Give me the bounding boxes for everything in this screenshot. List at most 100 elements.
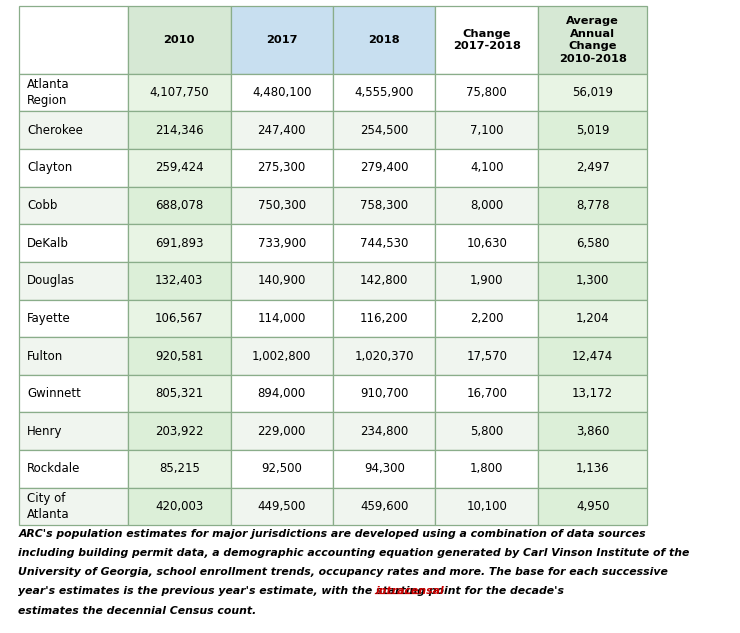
Text: 2,200: 2,200 [470,312,503,325]
Bar [230,299,333,337]
Bar [128,111,231,149]
Bar [128,262,231,299]
Text: 733,900: 733,900 [258,237,306,249]
Text: 8,778: 8,778 [576,199,610,212]
Bar [230,262,333,299]
Bar [333,299,435,337]
Text: 758,300: 758,300 [360,199,408,212]
Bar [230,224,333,262]
Bar [435,149,538,187]
Bar [230,413,333,450]
Bar [230,111,333,149]
Text: 1,136: 1,136 [576,463,610,475]
Text: 116,200: 116,200 [360,312,408,325]
Text: 94,300: 94,300 [364,463,405,475]
Text: 894,000: 894,000 [258,387,306,400]
Text: Cherokee: Cherokee [27,124,83,137]
Text: 12,474: 12,474 [572,349,613,363]
Text: Cobb: Cobb [27,199,58,212]
Text: 449,500: 449,500 [258,500,306,513]
Bar [128,149,231,187]
Text: 1,900: 1,900 [470,274,503,287]
Text: 85,215: 85,215 [159,463,200,475]
Text: 2,497: 2,497 [576,161,610,174]
Text: Change
2017-2018: Change 2017-2018 [453,29,521,51]
Bar [538,74,648,111]
Text: Douglas: Douglas [27,274,75,287]
Text: 114,000: 114,000 [258,312,306,325]
Bar [435,6,538,74]
Bar [333,337,435,375]
Bar [18,149,128,187]
Bar [435,375,538,413]
Bar [333,187,435,224]
Text: 279,400: 279,400 [360,161,408,174]
Bar [538,299,648,337]
Text: 106,567: 106,567 [155,312,204,325]
Text: 10,100: 10,100 [466,500,507,513]
Text: year's estimates is the previous year's estimate, with the starting point for th: year's estimates is the previous year's … [18,587,568,596]
Bar [128,187,231,224]
Bar [538,337,648,375]
Text: 259,424: 259,424 [155,161,204,174]
Text: University of Georgia, school enrollment trends, occupancy rates and more. The b: University of Georgia, school enrollment… [18,567,668,577]
Text: 16,700: 16,700 [466,387,507,400]
Bar [128,375,231,413]
Bar [435,187,538,224]
Bar [333,74,435,111]
Text: 92,500: 92,500 [261,463,302,475]
Bar [538,262,648,299]
Bar [128,337,231,375]
Bar [18,450,128,488]
Bar [333,488,435,525]
Text: intracensal: intracensal [375,587,444,596]
Text: 5,800: 5,800 [470,425,503,438]
Text: 140,900: 140,900 [258,274,306,287]
Text: 254,500: 254,500 [360,124,408,137]
Bar [18,224,128,262]
Text: 7,100: 7,100 [470,124,503,137]
Bar [18,262,128,299]
Bar [538,111,648,149]
Bar [435,111,538,149]
Text: 56,019: 56,019 [572,86,613,99]
Text: Fayette: Fayette [27,312,71,325]
Bar [18,375,128,413]
Text: Average
Annual
Change
2010-2018: Average Annual Change 2010-2018 [559,16,627,64]
Bar [435,74,538,111]
Text: 1,020,370: 1,020,370 [354,349,414,363]
Text: 1,002,800: 1,002,800 [252,349,312,363]
Bar [538,375,648,413]
Text: 420,003: 420,003 [155,500,204,513]
Bar [230,337,333,375]
Text: 691,893: 691,893 [155,237,204,249]
Bar [538,450,648,488]
Bar [333,413,435,450]
Text: 459,600: 459,600 [360,500,408,513]
Text: 214,346: 214,346 [155,124,204,137]
Bar [538,224,648,262]
Bar [128,413,231,450]
Bar [435,337,538,375]
Bar [128,6,231,74]
Text: 744,530: 744,530 [360,237,408,249]
Bar [230,74,333,111]
Bar [230,187,333,224]
Bar [18,337,128,375]
Bar [18,6,128,74]
Bar [128,74,231,111]
Text: 4,480,100: 4,480,100 [252,86,312,99]
Text: 1,300: 1,300 [576,274,609,287]
Bar [128,224,231,262]
Bar [18,299,128,337]
Text: 6,580: 6,580 [576,237,609,249]
Bar [230,6,333,74]
Text: 10,630: 10,630 [466,237,507,249]
Bar [333,224,435,262]
Text: 234,800: 234,800 [360,425,408,438]
Text: 920,581: 920,581 [155,349,204,363]
Bar [333,149,435,187]
Text: 142,800: 142,800 [360,274,408,287]
Text: Henry: Henry [27,425,62,438]
Text: 5,019: 5,019 [576,124,610,137]
